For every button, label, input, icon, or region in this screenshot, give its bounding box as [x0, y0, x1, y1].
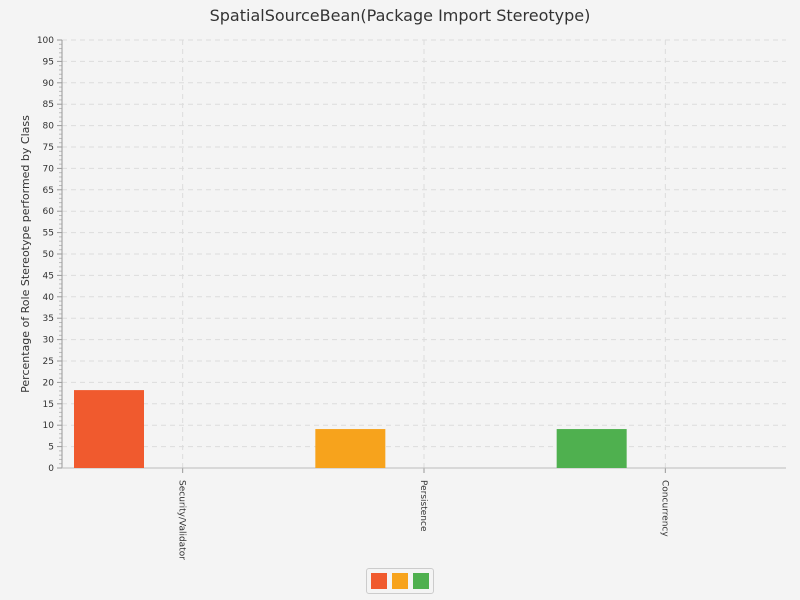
- y-tick-label: 55: [43, 229, 54, 239]
- y-tick-label: 100: [37, 36, 54, 46]
- y-tick-label: 80: [43, 122, 55, 132]
- grid: [62, 39, 786, 468]
- y-tick-label: 15: [43, 400, 54, 410]
- y-tick-label: 0: [48, 464, 54, 474]
- y-tick-label: 5: [48, 443, 54, 453]
- y-tick-label: 70: [43, 164, 55, 174]
- bar: [315, 429, 386, 468]
- y-tick-label: 20: [43, 378, 55, 388]
- y-tick-label: 65: [43, 186, 54, 196]
- x-tick-label: Security/Validator: [177, 480, 187, 560]
- y-tick-label: 50: [43, 250, 55, 260]
- y-tick-label: 85: [43, 100, 54, 110]
- y-tick-label: 35: [43, 314, 54, 324]
- y-tick-label: 10: [43, 421, 55, 431]
- bar: [556, 429, 627, 468]
- legend-swatch: [371, 573, 387, 589]
- legend-swatch: [413, 573, 429, 589]
- x-tick-label: Concurrency: [659, 480, 669, 537]
- bars: [74, 390, 627, 468]
- y-axis-label: Percentage of Role Stereotype performed …: [19, 115, 32, 393]
- x-axis: Security/Validator Persistence Concurrency: [62, 467, 786, 560]
- x-tick-label: Persistence: [418, 480, 428, 532]
- legend: [366, 568, 434, 594]
- y-axis: 0 5 10 15 20 25 30 35 40 45 50 55 60 65 70 75 80 85 90 95 10…: [37, 36, 63, 474]
- y-tick-label: 25: [43, 357, 54, 367]
- y-tick-label: 45: [43, 271, 54, 281]
- y-tick-label: 30: [43, 336, 55, 346]
- y-tick-label: 95: [43, 57, 54, 67]
- y-tick-label: 90: [43, 79, 55, 89]
- legend-swatch: [392, 573, 408, 589]
- chart-title: SpatialSourceBean(Package Import Stereot…: [209, 6, 591, 25]
- bar: [74, 390, 144, 468]
- y-tick-label: 60: [43, 207, 55, 217]
- y-tick-label: 75: [43, 143, 54, 153]
- y-tick-label: 40: [43, 293, 55, 303]
